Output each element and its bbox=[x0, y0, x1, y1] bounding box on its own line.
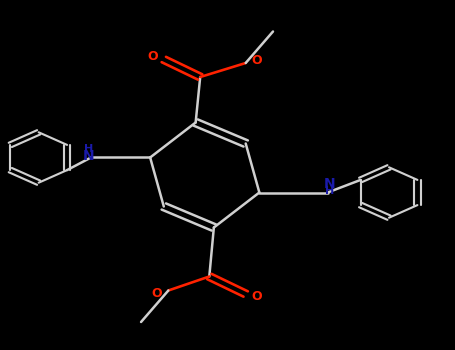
Text: O: O bbox=[152, 287, 162, 300]
Text: N: N bbox=[83, 149, 95, 163]
Text: O: O bbox=[252, 290, 263, 303]
Text: O: O bbox=[252, 54, 263, 67]
Text: H: H bbox=[325, 187, 334, 196]
Text: H: H bbox=[84, 144, 93, 154]
Text: N: N bbox=[324, 177, 336, 191]
Text: O: O bbox=[147, 50, 158, 63]
